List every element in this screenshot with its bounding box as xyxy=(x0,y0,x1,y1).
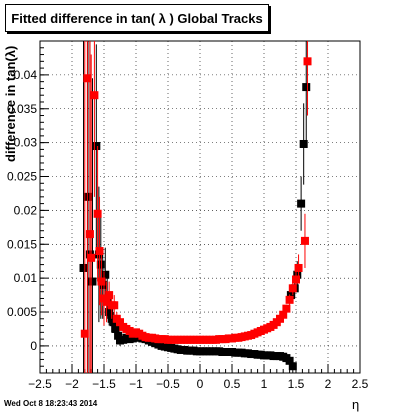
y-tick-label: 0 xyxy=(30,339,37,353)
x-tick-label: 1 xyxy=(261,377,268,391)
data-point xyxy=(276,314,284,323)
data-point xyxy=(300,236,309,245)
data-point xyxy=(85,230,94,239)
chart-title-box: Fitted difference in tan( λ ) Global Tra… xyxy=(5,4,269,32)
axis-ticks xyxy=(39,47,361,373)
data-point xyxy=(282,304,291,313)
data-point xyxy=(116,318,124,327)
data-point xyxy=(303,57,312,66)
data-point xyxy=(92,142,101,151)
data-point xyxy=(79,263,88,272)
y-tick-label: 0.03 xyxy=(14,136,38,150)
data-point xyxy=(101,270,110,279)
data-point xyxy=(90,91,99,100)
y-tick-label: 0.035 xyxy=(7,102,37,116)
data-point xyxy=(302,83,311,92)
data-point xyxy=(97,277,106,286)
x-axis-label: η xyxy=(352,397,360,412)
x-tick-label: 2.5 xyxy=(352,377,369,391)
data-point xyxy=(297,199,306,208)
data-point xyxy=(294,263,303,272)
data-point xyxy=(96,260,105,269)
data-point xyxy=(87,253,96,262)
series-1 xyxy=(80,41,312,373)
data-point xyxy=(299,139,308,148)
data-point xyxy=(95,247,104,256)
data-point xyxy=(285,295,294,304)
chart-title: Fitted difference in tan( λ ) Global Tra… xyxy=(11,11,263,26)
x-tick-label: −2 xyxy=(65,377,79,391)
data-point xyxy=(110,301,119,310)
x-tick-label: −1 xyxy=(129,377,143,391)
y-tick-label: 0.02 xyxy=(14,203,38,217)
data-point xyxy=(279,310,288,319)
data-point xyxy=(288,362,297,371)
data-point xyxy=(105,308,114,317)
x-tick-label: −2.5 xyxy=(28,377,52,391)
x-tick-label: 0.5 xyxy=(224,377,241,391)
data-point xyxy=(102,297,111,306)
y-tick-label: 0.04 xyxy=(14,68,38,82)
x-tick-label: −0.5 xyxy=(156,377,180,391)
data-point xyxy=(88,277,97,286)
y-tick-label: 0.015 xyxy=(7,237,37,251)
data-point xyxy=(288,284,297,293)
data-point xyxy=(111,324,120,333)
tick-labels: −2.5 −2 −1.5 −1 −0.5 0 0.5 1 1.5 2 2.5 0 0.005 0.01 0.… xyxy=(7,68,369,391)
x-tick-label: 0 xyxy=(197,377,204,391)
y-axis-label: difference in tan(λ) xyxy=(3,45,18,162)
y-tick-label: 0.005 xyxy=(7,305,37,319)
y-tick-label: 0.01 xyxy=(14,271,38,285)
data-point xyxy=(292,275,300,284)
data-point xyxy=(105,291,114,300)
data-point xyxy=(293,270,302,279)
data-marks xyxy=(79,41,312,373)
x-tick-label: 1.5 xyxy=(288,377,305,391)
x-tick-label: −1.5 xyxy=(92,377,116,391)
data-point xyxy=(93,209,102,218)
data-point xyxy=(286,291,295,300)
timestamp: Wed Oct 8 18:23:43 2014 xyxy=(4,399,98,408)
x-tick-label: 2 xyxy=(325,377,332,391)
y-tick-label: 0.025 xyxy=(7,170,37,184)
data-point xyxy=(84,192,92,201)
data-point xyxy=(83,74,92,83)
grid-lines xyxy=(40,41,360,373)
data-point xyxy=(80,329,89,338)
data-point xyxy=(114,331,123,340)
data-point xyxy=(285,356,294,365)
